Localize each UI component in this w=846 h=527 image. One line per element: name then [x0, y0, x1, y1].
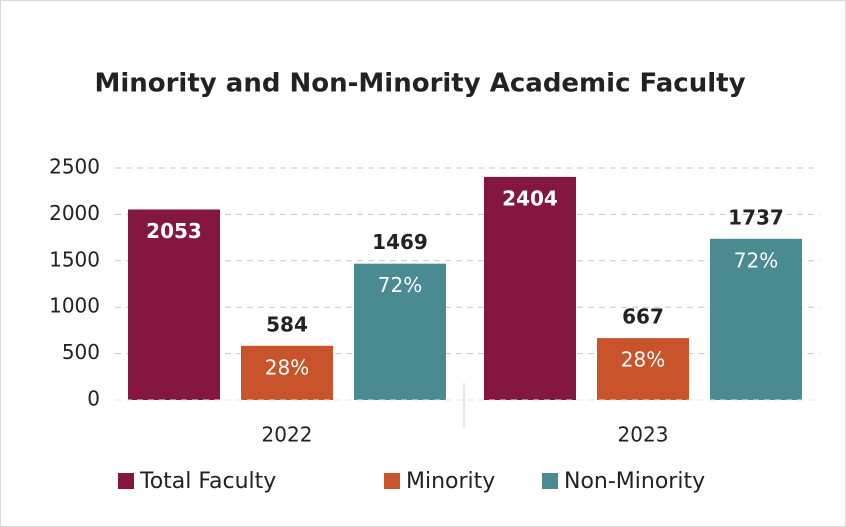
legend-swatch	[542, 473, 558, 489]
y-tick-label: 0	[87, 387, 100, 411]
chart-title: Minority and Non-Minority Academic Facul…	[94, 69, 745, 99]
bar	[241, 345, 333, 400]
bar	[710, 238, 802, 400]
value-label: 584	[266, 312, 308, 336]
percent-label: 72%	[734, 248, 778, 272]
percent-label: 28%	[621, 348, 665, 372]
percent-label: 28%	[265, 355, 309, 379]
bar	[128, 209, 220, 400]
y-tick-label: 2000	[49, 201, 100, 225]
x-tick-label: 2023	[618, 423, 669, 447]
legend-label: Total Faculty	[139, 469, 276, 494]
bar	[484, 176, 576, 400]
bar	[354, 263, 446, 400]
y-tick-label: 500	[62, 340, 100, 364]
legend-swatch	[118, 473, 134, 489]
value-label: 1737	[728, 205, 784, 229]
percent-label: 72%	[378, 273, 422, 297]
value-label: 667	[622, 305, 664, 329]
value-label: 1469	[372, 230, 428, 254]
legend-label: Minority	[406, 469, 495, 494]
y-tick-label: 1000	[49, 294, 100, 318]
y-tick-label: 1500	[49, 247, 100, 271]
value-label: 2053	[146, 219, 202, 243]
y-tick-label: 2500	[49, 155, 100, 179]
legend-swatch	[384, 473, 400, 489]
x-tick-label: 2022	[262, 423, 313, 447]
legend-label: Non-Minority	[564, 469, 705, 494]
value-label: 2404	[502, 186, 558, 210]
bar	[597, 338, 689, 400]
